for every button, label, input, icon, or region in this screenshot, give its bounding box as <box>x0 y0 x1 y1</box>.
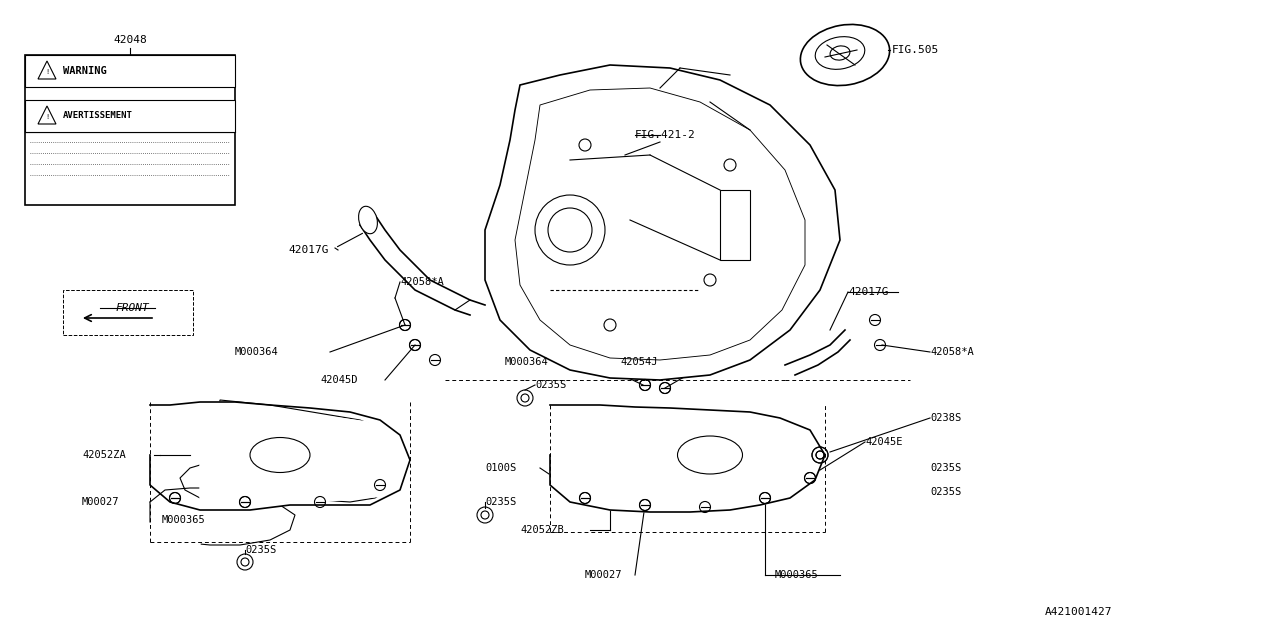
Polygon shape <box>485 65 840 380</box>
Text: 0235S: 0235S <box>931 463 961 473</box>
Text: 42054J: 42054J <box>620 357 658 367</box>
Text: 42045D: 42045D <box>320 375 357 385</box>
Text: 42052ZB: 42052ZB <box>520 525 563 535</box>
Polygon shape <box>38 106 56 124</box>
Ellipse shape <box>800 24 890 86</box>
Text: 0235S: 0235S <box>931 487 961 497</box>
Text: 42058*A: 42058*A <box>401 277 444 287</box>
Text: M000364: M000364 <box>506 357 549 367</box>
FancyBboxPatch shape <box>26 100 236 132</box>
Text: AVERTISSEMENT: AVERTISSEMENT <box>63 111 133 120</box>
Text: A421001427: A421001427 <box>1044 607 1112 617</box>
Text: 0235S: 0235S <box>485 497 516 507</box>
Text: FIG.421-2: FIG.421-2 <box>635 130 696 140</box>
Text: 0238S: 0238S <box>931 413 961 423</box>
Text: FRONT: FRONT <box>115 303 148 313</box>
Text: 42048: 42048 <box>113 35 147 45</box>
Text: M000364: M000364 <box>236 347 279 357</box>
Text: 0100S: 0100S <box>485 463 516 473</box>
Text: !: ! <box>45 114 49 120</box>
Text: 42045E: 42045E <box>865 437 902 447</box>
Ellipse shape <box>250 438 310 472</box>
Text: M000365: M000365 <box>774 570 819 580</box>
Text: M00027: M00027 <box>82 497 119 507</box>
Ellipse shape <box>829 46 850 60</box>
Text: 42058*A: 42058*A <box>931 347 974 357</box>
Text: 42017G: 42017G <box>288 245 329 255</box>
Text: 42052ZA: 42052ZA <box>82 450 125 460</box>
Text: 0235S: 0235S <box>535 380 566 390</box>
Text: !: ! <box>45 69 49 75</box>
Ellipse shape <box>358 206 378 234</box>
Ellipse shape <box>815 36 865 69</box>
Text: 0235S: 0235S <box>244 545 276 555</box>
Text: M000365: M000365 <box>163 515 206 525</box>
Polygon shape <box>38 61 56 79</box>
Text: WARNING: WARNING <box>63 66 106 76</box>
Text: 42017G: 42017G <box>849 287 888 297</box>
Polygon shape <box>150 402 410 545</box>
Polygon shape <box>550 405 826 512</box>
Polygon shape <box>150 400 404 545</box>
Ellipse shape <box>677 436 742 474</box>
Text: FIG.505: FIG.505 <box>892 45 940 55</box>
Text: M00027: M00027 <box>585 570 622 580</box>
FancyBboxPatch shape <box>26 55 236 87</box>
FancyBboxPatch shape <box>26 55 236 205</box>
